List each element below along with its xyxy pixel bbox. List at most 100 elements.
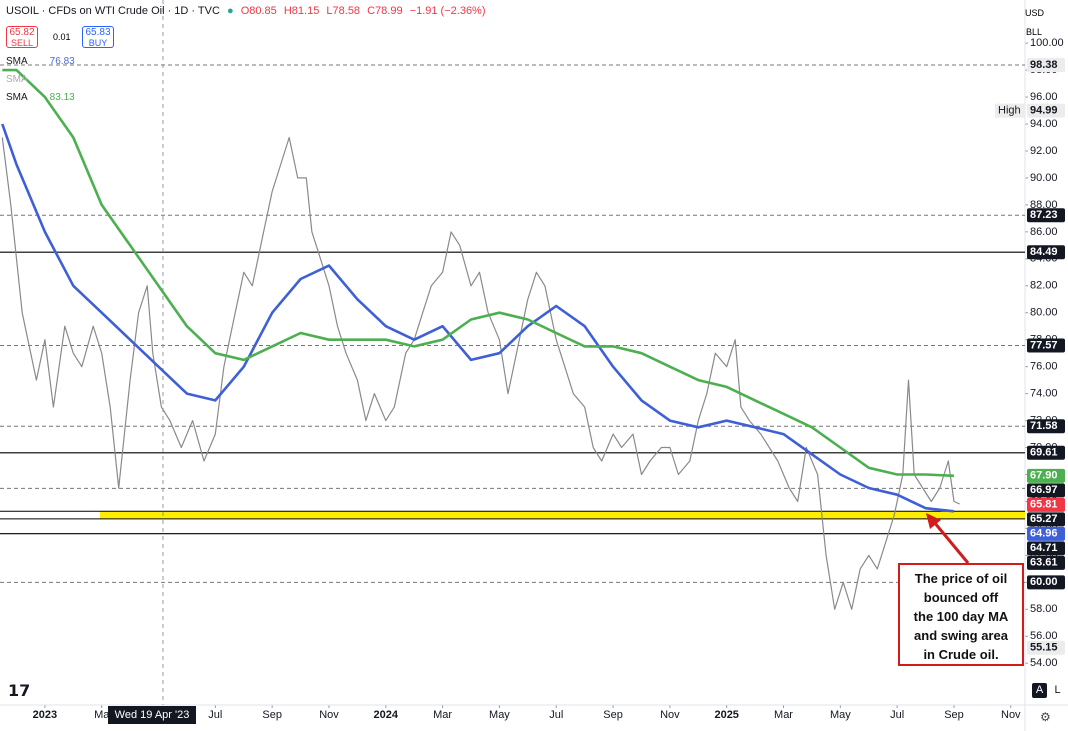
x-tick-label: Jul [549,709,563,721]
sell-button[interactable]: 65.82 SELL [6,26,38,48]
price-label: 67.90 [1027,468,1065,483]
x-tick-label: Nov [1001,709,1021,721]
sell-label: SELL [10,38,34,48]
annotation: The price of oil bounced off the 100 day M… [898,563,1024,666]
price-label-bg [1027,57,1065,72]
x-tick-label: Mar [433,709,452,721]
tag-bg [995,103,1025,118]
y-tick-label: 58.00 [1030,603,1058,615]
y-tick-label: 88.00 [1030,199,1058,211]
price-label-text: 55.15 [1030,642,1058,654]
settings-icon[interactable]: ⚙ [1040,710,1051,724]
price-label: 63.61 [1027,555,1065,570]
scale-button[interactable]: A [1032,683,1047,698]
scale-button[interactable]: L [1054,684,1061,696]
price-label-bg [1027,483,1065,498]
indicator: SMA 83.13 [6,92,75,103]
price-label: 84.49 [1027,245,1065,260]
price-label-text: 65.81 [1030,499,1058,511]
buy-label: BUY [88,38,108,48]
x-tick-label: May [830,709,851,721]
unit[interactable]: BLL [1025,27,1042,37]
y-tick-label: 100.00 [1030,37,1064,49]
price-label-bg [1027,497,1065,512]
price-label-text: 65.27 [1030,513,1058,525]
indicator-value: 83.13 [49,92,75,103]
price-label: 77.57 [1027,338,1065,353]
annotation-line: The price of oil [914,571,1008,586]
y-tick-label: 74.00 [1030,388,1058,400]
price-label-bg [1027,575,1065,590]
logo: 𝟭𝟳 [8,683,31,700]
price-label: 65.27 [1027,512,1065,527]
sma-line [1,123,955,513]
buy-button[interactable]: 65.83 BUY [82,26,114,48]
price-label: 69.61 [1027,445,1065,460]
indicator-name: SMA [6,92,28,103]
tag-text: High [998,105,1021,117]
x-tick-label: 2023 [33,709,57,721]
arrow-head [926,513,941,529]
indicator-name: SMA [6,56,28,67]
price-label-text: 67.90 [1030,470,1058,482]
price-label-bg [1027,245,1065,260]
x-tick-label: Jul [208,709,222,721]
x-tick-label: Sep [944,709,964,721]
price-label-bg [1027,512,1065,527]
price-label-text: 71.58 [1030,420,1058,432]
y-tick-label: 86.00 [1030,226,1058,238]
status-dot: ● [226,5,234,17]
price-label: 66.97 [1027,483,1065,498]
price-label-bg [1027,555,1065,570]
price-label: 60.00 [1027,575,1065,590]
annotation-arrow [932,521,970,564]
x-tick-label: Sep [603,709,623,721]
price-label-text: 87.23 [1030,209,1058,221]
price-label-text: 64.71 [1030,542,1058,554]
y-tick-label: 92.00 [1030,145,1058,157]
symbol-title: USOIL · CFDs on WTI Crude Oil · 1D · TVC [6,5,220,17]
annotation-line: the 100 day MA [913,609,1009,624]
x-tick-label: Sep [262,709,282,721]
price-label-text: 69.61 [1030,447,1058,459]
price-label: 64.96 [1027,526,1065,541]
sell-price: 65.82 [9,27,35,38]
x-tick-label: May [489,709,510,721]
price-line [1,136,960,610]
price-label-bg [1027,208,1065,223]
y-tick-label: 96.00 [1030,91,1058,103]
price-label: 55.15 [1027,640,1065,655]
x-tick-label: 2025 [714,709,738,721]
low: L78.58 [326,5,361,17]
currency[interactable]: USD [1024,8,1044,18]
price-label: 71.58 [1027,419,1065,434]
y-tick-label: 90.00 [1030,172,1058,184]
price-label: 65.81 [1027,497,1065,512]
x-tick-label: Nov [660,709,680,721]
indicator-name: SMA [6,74,28,85]
price-label-text: 98.38 [1030,59,1058,71]
price-label-text: 77.57 [1030,339,1058,351]
price-label-text: 94.99 [1030,105,1058,117]
indicator: SMA 76.83 [6,56,75,67]
header: USOIL · CFDs on WTI Crude Oil · 1D · TVC… [6,5,490,17]
price-label-bg [1027,640,1065,655]
y-tick-label: 76.00 [1030,361,1058,373]
price-label-text: 63.61 [1030,557,1058,569]
x-tick-label: Ma [94,709,110,721]
x-tick-label: Jul [890,709,904,721]
price-label-bg [1027,338,1065,353]
annotation-line: in Crude oil. [923,647,999,662]
close: C78.99 [367,5,403,17]
x-tick-label: Mar [774,709,793,721]
crosshair-label: Wed 19 Apr '23 [115,709,190,721]
crosshair-label-bg [108,706,196,724]
indicator: SMA [6,74,28,85]
x-tick-label: Nov [319,709,339,721]
y-tick-label: 82.00 [1030,280,1058,292]
price-label: 98.38 [1027,57,1065,72]
change: −1.91 (−2.36%) [409,5,486,17]
price-label-text: 66.97 [1030,484,1058,496]
